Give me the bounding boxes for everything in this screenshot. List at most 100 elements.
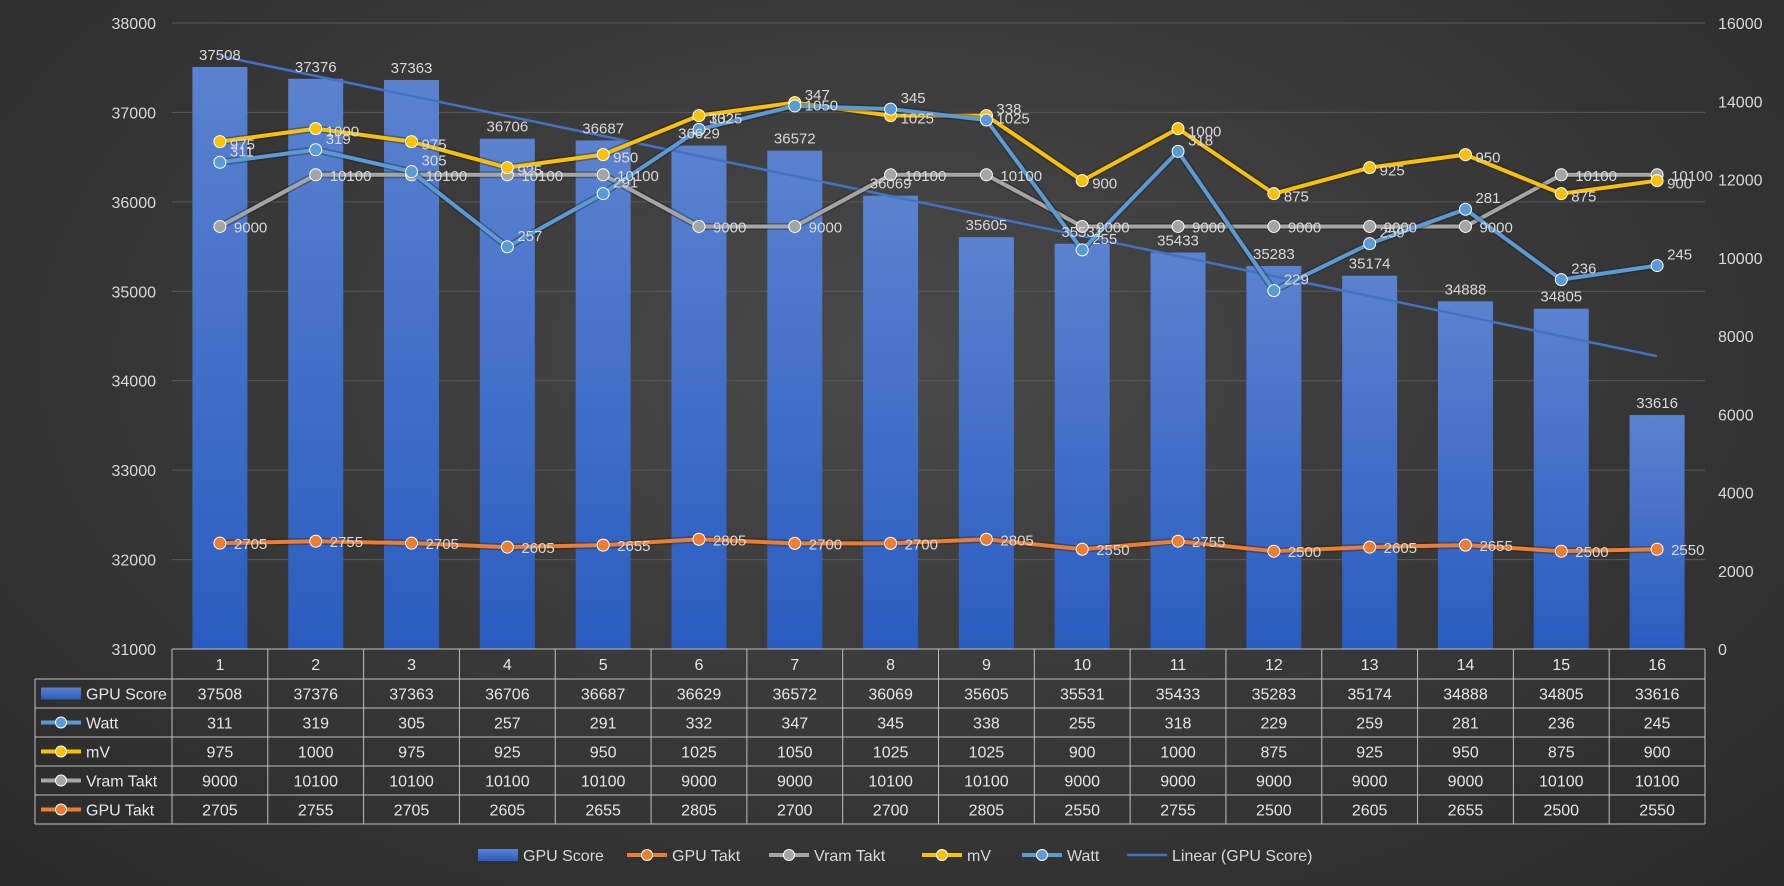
vram-takt-point [1363,219,1377,233]
mv-data-label: 1050 [805,98,838,115]
gpu-score-data-label: 35283 [1253,246,1295,263]
right-tick-label: 8000 [1718,329,1754,346]
watt-data-label: 338 [996,101,1021,118]
watt-data-label: 291 [613,175,638,192]
table-cell: 900 [1644,745,1671,762]
watt-legend-label: Watt [1067,848,1100,865]
legend: GPU Score GPU Takt Vram Takt mV Watt Linear (… [478,848,1313,865]
line-series [213,96,1664,558]
vram-takt-point [692,219,706,233]
table-cell: 291 [590,716,617,733]
gpu-takt-data-label: 2550 [1671,542,1704,559]
watt-point [979,113,993,127]
watt-data-label: 245 [1667,247,1692,264]
gpu-takt-point [884,536,898,550]
watt-point [213,155,227,169]
left-tick-label: 35000 [112,284,157,301]
gpu-score-data-label: 33616 [1636,395,1678,412]
table-row-header: Watt [86,716,119,733]
table-cell: 345 [877,716,904,733]
table-cell: 2700 [777,803,813,820]
vram-takt-data-label: 9000 [1479,219,1512,236]
table-header-cell: 14 [1457,657,1475,674]
mv-point [1075,174,1089,188]
left-tick-label: 31000 [112,642,157,659]
right-tick-label: 2000 [1718,564,1754,581]
table-cell: 2705 [394,803,430,820]
gpu-score-bar [1629,415,1685,649]
mv-data-label: 1000 [326,124,359,141]
mv-data-label: 1025 [996,111,1029,128]
gpu-takt-legend-label: GPU Takt [672,848,741,865]
vram-takt-data-label: 9000 [1096,219,1129,236]
table-cell: 875 [1548,745,1575,762]
watt-point [1650,259,1664,273]
mv-point [1554,187,1568,201]
linear-gpu-score-legend-label: Linear (GPU Score) [1172,848,1313,865]
mv-point [1171,122,1185,136]
gpu-score-data-label: 35605 [966,217,1008,234]
table-cell: 37363 [389,687,434,704]
table-cell: 319 [302,716,329,733]
table-header-cell: 15 [1552,657,1570,674]
table-cell: 311 [207,716,233,733]
watt-data-label: 311 [230,143,254,160]
vram-takt-data-label: 9000 [1384,219,1417,236]
table-cell: 9000 [1160,774,1196,791]
vram-takt-legend-marker [55,774,67,787]
gpu-takt-data-label: 2605 [521,540,554,557]
gpu-takt-point [1267,544,1281,558]
gpu-takt-data-label: 2755 [1192,534,1225,551]
table-cell: 925 [494,745,521,762]
gpu-takt-data-label: 2655 [617,538,650,555]
gpu-takt-point [1650,542,1664,556]
gpu-score-data-label: 36629 [678,126,720,143]
table-cell: 255 [1069,716,1096,733]
table-cell: 259 [1356,716,1383,733]
gpu-takt-point [1554,544,1568,558]
mv-point [309,122,323,136]
mv-data-label: 950 [1475,150,1500,167]
table-cell: 2755 [298,803,334,820]
vram-takt-data-label: 10100 [426,168,468,185]
mv-data-label: 1025 [901,111,934,128]
table-cell: 10100 [293,774,338,791]
table-cell: 36572 [773,687,818,704]
watt-data-label: 318 [1188,132,1213,149]
gpu-score-data-label: 37508 [199,47,241,64]
gpu-score-bar [1342,275,1398,649]
table-cell: 1025 [969,745,1005,762]
table-header-cell: 5 [599,657,608,674]
gpu-score-bar [863,195,919,649]
watt-point [692,122,706,136]
table-header-cell: 4 [503,657,512,674]
watt-point [788,99,802,113]
gpu-takt-line [219,537,1658,554]
table-row-header: GPU Takt [86,803,155,820]
mv-data-label: 1000 [1188,124,1221,141]
table-cell: 35531 [1060,687,1105,704]
gpu-takt-data-label: 2755 [330,534,363,551]
table-cell: 1025 [681,745,717,762]
table-cell: 9000 [202,774,238,791]
mv-legend-marker [936,849,948,861]
mv-data-label: 975 [230,137,255,154]
table-header-cell: 3 [407,657,416,674]
table-header-cell: 8 [886,657,895,674]
watt-data-label: 229 [1284,272,1309,289]
mv-point [213,135,227,149]
vram-takt-data-label: 9000 [234,219,267,236]
table-cell: 37376 [293,687,338,704]
vram-takt-data-label: 9000 [1192,219,1225,236]
vram-takt-point [979,168,993,182]
gpu-takt-point [500,540,514,554]
left-tick-label: 38000 [112,16,157,33]
gpu-takt-data-label: 2805 [713,532,746,549]
mv-data-label: 900 [1667,176,1692,193]
table-cell: 34888 [1443,687,1488,704]
watt-data-label: 259 [1380,225,1405,242]
watt-data-label: 345 [901,90,926,107]
gpu-score-bar [1054,243,1110,650]
vram-takt-point [1267,219,1281,233]
table-cell: 36069 [868,687,913,704]
